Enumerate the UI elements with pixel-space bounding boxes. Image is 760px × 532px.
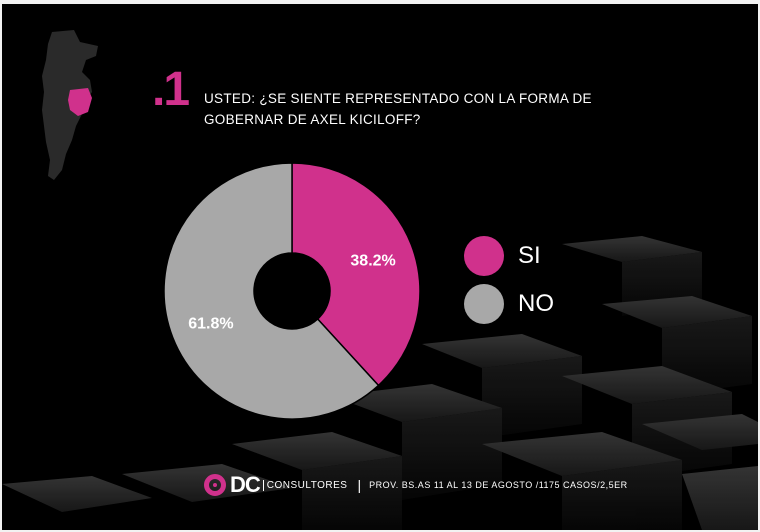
legend-label-no: NO — [518, 290, 554, 317]
donut-chart: 38.2% 61.8% — [163, 162, 421, 420]
legend-swatch-si — [464, 236, 504, 276]
data-label-si: 38.2% — [350, 252, 395, 269]
argentina-map-icon — [42, 30, 98, 180]
legend-item-si: SI — [464, 236, 541, 276]
logo-ring-icon — [204, 474, 226, 496]
cubes-background — [2, 236, 758, 530]
footer-separator: | — [357, 477, 362, 493]
slide: .1 USTED: ¿SE SIENTE REPRESENTADO CON LA… — [2, 4, 758, 530]
question-number: .1 — [152, 63, 190, 116]
logo-main: DC — [230, 472, 261, 497]
donut-hole — [254, 253, 330, 329]
legend-label-si: SI — [518, 242, 541, 269]
source-text: PROV. BS.AS 11 AL 13 DE AGOSTO /1175 CAS… — [369, 480, 628, 490]
logo-sub: CONSULTORES — [262, 479, 348, 491]
footer: DC CONSULTORES | PROV. BS.AS 11 AL 13 DE… — [204, 472, 628, 498]
legend-item-no: NO — [464, 284, 554, 324]
question-text: USTED: ¿SE SIENTE REPRESENTADO CON LA FO… — [204, 91, 592, 127]
legend-swatch-no — [464, 284, 504, 324]
data-label-no: 61.8% — [188, 316, 233, 333]
